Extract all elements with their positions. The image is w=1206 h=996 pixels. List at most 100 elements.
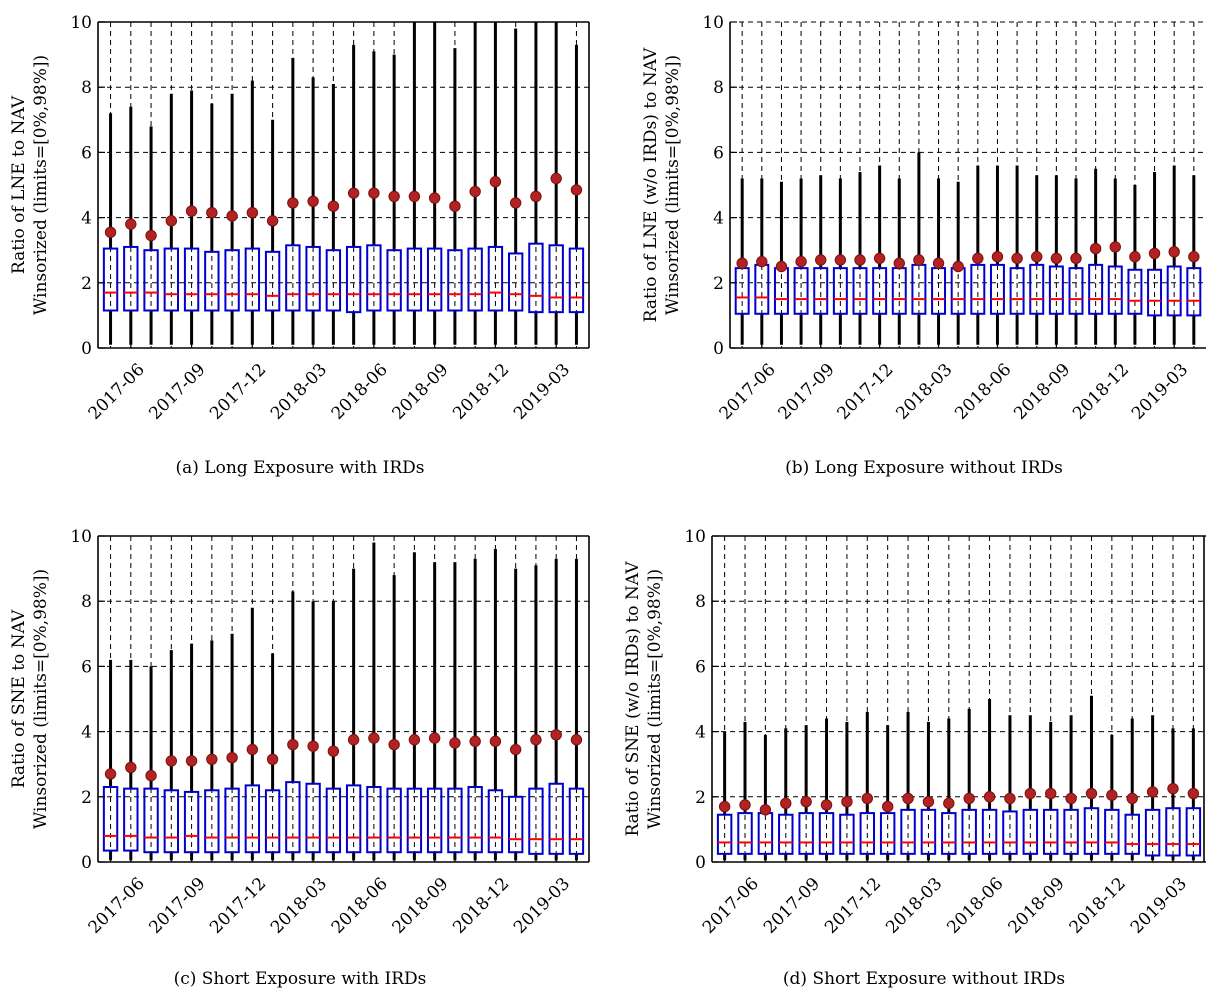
box: [507, 252, 524, 312]
mean-marker: [1070, 252, 1082, 265]
box: [447, 249, 463, 312]
box: [737, 812, 753, 855]
x-tick-label: 2018-09: [389, 874, 453, 938]
box: [507, 795, 524, 854]
box: [123, 245, 139, 312]
mean-marker: [246, 743, 259, 756]
mean-marker: [736, 257, 748, 269]
mean-marker: [509, 743, 522, 756]
mean-marker: [550, 172, 562, 185]
mean-marker: [489, 735, 502, 748]
x-tick-label: 2018-09: [1005, 874, 1069, 938]
mean-marker: [388, 738, 400, 751]
mean-marker: [469, 185, 481, 198]
box: [859, 812, 876, 855]
mean-marker: [1024, 787, 1037, 800]
mean-marker: [902, 792, 914, 805]
mean-marker: [1031, 251, 1043, 263]
mean-marker: [489, 176, 502, 188]
mean-marker: [368, 732, 380, 744]
box: [548, 782, 564, 855]
mean-marker: [815, 254, 827, 266]
panel-caption: (a) Long Exposure with IRDs: [176, 458, 425, 478]
y-tick-label: 8: [695, 592, 706, 612]
box: [285, 781, 301, 854]
mean-marker: [1004, 792, 1016, 805]
box: [102, 247, 119, 312]
y-tick-label: 4: [81, 209, 92, 229]
panel-caption: (c) Short Exposure with IRDs: [174, 969, 427, 989]
panel-caption: (b) Long Exposure without IRDs: [785, 458, 1063, 478]
box: [568, 247, 585, 314]
mean-marker: [943, 797, 955, 810]
box: [961, 808, 977, 855]
x-tick-label: 2018-06: [943, 874, 1007, 938]
box: [285, 244, 301, 312]
mean-marker: [795, 255, 807, 268]
mean-marker: [287, 197, 299, 209]
box: [832, 267, 848, 315]
mean-marker: [861, 792, 873, 805]
mean-marker: [820, 799, 833, 811]
y-tick-label: 0: [81, 853, 92, 873]
box: [818, 812, 835, 855]
mean-marker: [873, 252, 886, 265]
y-tick-label: 6: [81, 143, 92, 163]
box: [386, 249, 402, 312]
mean-marker: [125, 218, 137, 230]
x-tick-label: 2018-09: [1010, 360, 1074, 424]
box: [1186, 267, 1202, 317]
box: [426, 787, 443, 854]
y-tick-label: 8: [713, 78, 724, 98]
mean-marker: [718, 800, 731, 813]
box: [102, 786, 119, 852]
mean-marker: [287, 738, 299, 751]
box: [716, 813, 733, 855]
mean-marker: [408, 190, 421, 203]
y-axis-label-line2: Winsorized (limits=[0%,98%]): [31, 55, 51, 315]
box: [839, 813, 855, 855]
box: [426, 247, 443, 312]
mean-marker: [1148, 247, 1161, 260]
box: [305, 245, 321, 312]
mean-marker: [266, 215, 279, 227]
x-tick-label: 2017-06: [85, 874, 149, 938]
box: [163, 789, 180, 854]
x-tick-label: 2017-12: [833, 360, 897, 424]
mean-marker: [1188, 251, 1200, 263]
mean-marker: [1011, 252, 1023, 265]
box: [941, 812, 957, 855]
mean-marker: [428, 192, 441, 204]
box: [143, 787, 159, 854]
panel-caption: (d) Short Exposure without IRDs: [783, 969, 1065, 989]
box: [386, 787, 402, 854]
box: [163, 247, 180, 312]
box: [123, 787, 139, 852]
mean-marker: [1050, 252, 1063, 265]
mean-marker: [1126, 792, 1138, 805]
x-tick-label: 2019-03: [510, 360, 574, 424]
box: [1068, 267, 1084, 315]
mean-marker: [307, 740, 319, 752]
mean-marker: [246, 207, 259, 219]
mean-marker: [983, 791, 996, 803]
mean-marker: [991, 251, 1004, 263]
mean-marker: [1106, 789, 1118, 801]
mean-marker: [185, 755, 198, 767]
mean-marker: [1168, 246, 1180, 258]
box: [1048, 265, 1064, 315]
x-tick-label: 2018-12: [1069, 360, 1133, 424]
mean-marker: [1045, 787, 1057, 800]
box: [568, 787, 585, 855]
mean-marker: [1146, 786, 1159, 798]
box: [1002, 810, 1018, 855]
x-tick-label: 2017-06: [716, 360, 780, 424]
box: [1022, 808, 1039, 855]
x-tick-label: 2017-12: [821, 874, 885, 938]
box: [183, 247, 200, 312]
mean-marker: [449, 737, 461, 749]
mean-marker: [932, 257, 945, 269]
mean-marker: [800, 795, 812, 808]
y-axis-label-line1: Ratio of LNE (w/o IRDs) to NAV: [641, 47, 661, 322]
box: [911, 263, 927, 315]
